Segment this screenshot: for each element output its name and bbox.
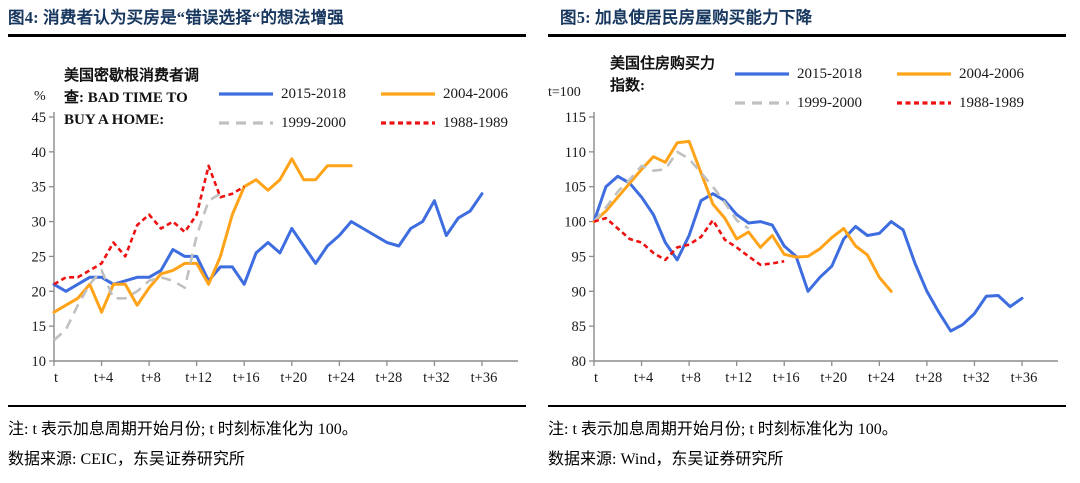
figure4-line-chart: 45 40 35 30 25 20 15 10 t t+4 t+8 t+12 t+16 t+20 t+24 t… bbox=[32, 110, 518, 386]
legend-line-swatch bbox=[381, 121, 435, 125]
figure5-chart-area: t=100 美国住房购买力 指数: 2015-2018 2004-2006 1999… bbox=[548, 39, 1066, 403]
svg-text:t+28: t+28 bbox=[916, 370, 943, 386]
svg-text:35: 35 bbox=[32, 180, 47, 196]
svg-text:t+32: t+32 bbox=[963, 370, 990, 386]
figure4-notes: 注: t 表示加息周期开始月份; t 时刻标准化为 100。 数据来源: CEI… bbox=[8, 415, 526, 475]
legend-label: 1988-1989 bbox=[443, 114, 508, 131]
svg-text:90: 90 bbox=[572, 284, 587, 300]
legend-item-2004-2006: 2004-2006 bbox=[380, 83, 508, 105]
figure4-title: 图4: 消费者认为买房是“错误选择“的想法增强 bbox=[8, 8, 344, 27]
svg-text:t+32: t+32 bbox=[423, 370, 450, 386]
svg-text:t+24: t+24 bbox=[328, 370, 355, 386]
svg-text:25: 25 bbox=[32, 249, 47, 265]
figure5-legend: 2015-2018 2004-2006 1999-2000 1988-1989 bbox=[734, 63, 1024, 114]
legend-line-swatch bbox=[735, 72, 789, 76]
svg-text:t+24: t+24 bbox=[868, 370, 895, 386]
figure5-series-caption: 美国住房购买力 指数: bbox=[610, 56, 716, 94]
legend-line-swatch bbox=[219, 92, 273, 96]
figure5-bottom-rule bbox=[548, 405, 1066, 407]
svg-text:t+36: t+36 bbox=[471, 370, 498, 386]
svg-text:t+4: t+4 bbox=[634, 370, 654, 386]
legend-label: 2015-2018 bbox=[797, 65, 862, 82]
svg-text:t+36: t+36 bbox=[1011, 370, 1038, 386]
figure4-series-caption: 美国密歇根消费者调 查: BAD TIME TO BUY A HOME: bbox=[64, 68, 200, 128]
legend-item-2015-2018: 2015-2018 bbox=[218, 83, 368, 105]
svg-text:110: 110 bbox=[565, 145, 586, 161]
figure5-note: 注: t 表示加息周期开始月份; t 时刻标准化为 100。 bbox=[548, 421, 898, 438]
legend-item-1999-2000: 1999-2000 bbox=[734, 92, 884, 114]
figure5-notes: 注: t 表示加息周期开始月份; t 时刻标准化为 100。 数据来源: Win… bbox=[548, 415, 1066, 475]
legend-item-2004-2006: 2004-2006 bbox=[896, 63, 1024, 85]
svg-text:t+12: t+12 bbox=[725, 370, 752, 386]
legend-label: 2004-2006 bbox=[443, 85, 508, 102]
figure4-panel: 图4: 消费者认为买房是“错误选择“的想法增强 % 美国密歇根消费者调 查: B… bbox=[8, 8, 526, 475]
svg-text:t+16: t+16 bbox=[233, 370, 260, 386]
legend-item-1988-1989: 1988-1989 bbox=[896, 92, 1024, 114]
svg-text:t+8: t+8 bbox=[681, 370, 700, 386]
legend-line-swatch bbox=[897, 72, 951, 76]
svg-text:t+20: t+20 bbox=[280, 370, 307, 386]
svg-text:t+12: t+12 bbox=[185, 370, 212, 386]
legend-line-swatch bbox=[381, 92, 435, 96]
legend-item-1999-2000: 1999-2000 bbox=[218, 112, 368, 134]
svg-text:t+8: t+8 bbox=[141, 370, 160, 386]
figure5-source: 数据来源: Wind，东吴证券研究所 bbox=[548, 451, 784, 468]
svg-text:t+20: t+20 bbox=[820, 370, 847, 386]
figure5-y-axis-unit: t=100 bbox=[548, 85, 581, 100]
svg-text:15: 15 bbox=[32, 319, 47, 335]
figure5-title: 图5: 加息使居民房屋购买能力下降 bbox=[560, 8, 813, 27]
svg-text:45: 45 bbox=[32, 110, 47, 126]
legend-label: 1999-2000 bbox=[281, 114, 346, 131]
legend-label: 2004-2006 bbox=[959, 65, 1024, 82]
legend-line-swatch bbox=[897, 101, 951, 105]
svg-text:115: 115 bbox=[565, 110, 586, 126]
figure5-line-chart: 115 110 105 100 95 90 85 80 t t+4 t+8 t+12 t+16 t+20 t… bbox=[564, 110, 1058, 386]
figure4-legend: 2015-2018 2004-2006 1999-2000 1988-1989 bbox=[218, 83, 508, 134]
svg-text:t: t bbox=[54, 370, 58, 386]
figure4-y-axis-unit: % bbox=[34, 89, 46, 104]
legend-label: 1999-2000 bbox=[797, 94, 862, 111]
svg-text:95: 95 bbox=[572, 249, 587, 265]
legend-item-2015-2018: 2015-2018 bbox=[734, 63, 884, 85]
svg-text:100: 100 bbox=[564, 215, 586, 231]
svg-text:t+4: t+4 bbox=[94, 370, 114, 386]
figure4-note: 注: t 表示加息周期开始月份; t 时刻标准化为 100。 bbox=[8, 421, 358, 438]
figure5-title-rule bbox=[548, 34, 1066, 37]
svg-text:t: t bbox=[594, 370, 598, 386]
svg-text:20: 20 bbox=[32, 284, 47, 300]
legend-label: 2015-2018 bbox=[281, 85, 346, 102]
legend-item-1988-1989: 1988-1989 bbox=[380, 112, 508, 134]
legend-label: 1988-1989 bbox=[959, 94, 1024, 111]
svg-text:10: 10 bbox=[32, 354, 47, 370]
legend-line-swatch bbox=[735, 101, 789, 105]
figure4-source: 数据来源: CEIC，东吴证券研究所 bbox=[8, 451, 245, 468]
svg-text:40: 40 bbox=[32, 145, 47, 161]
svg-text:105: 105 bbox=[564, 180, 586, 196]
svg-text:t+16: t+16 bbox=[773, 370, 800, 386]
legend-line-swatch bbox=[219, 121, 273, 125]
figure5-panel: 图5: 加息使居民房屋购买能力下降 t=100 美国住房购买力 指数: 2015… bbox=[540, 0, 1080, 483]
figure4-chart-area: % 美国密歇根消费者调 查: BAD TIME TO BUY A HOME: 2… bbox=[8, 39, 526, 403]
svg-text:30: 30 bbox=[32, 215, 47, 231]
svg-text:t+28: t+28 bbox=[376, 370, 403, 386]
svg-text:85: 85 bbox=[572, 319, 587, 335]
figure4-bottom-rule bbox=[8, 405, 526, 407]
figure4-title-rule bbox=[8, 34, 526, 37]
svg-text:80: 80 bbox=[572, 354, 587, 370]
